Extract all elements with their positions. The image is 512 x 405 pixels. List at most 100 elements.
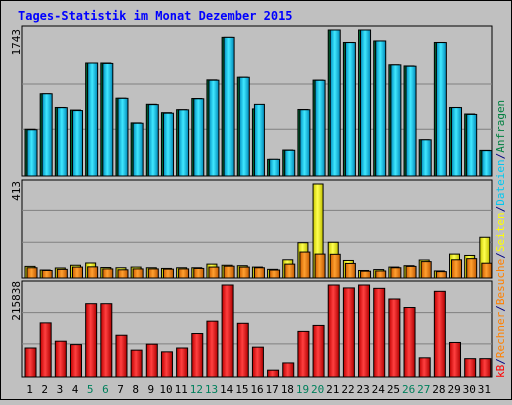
bar-kb-day-15	[236, 322, 249, 378]
bar-besuche-day-9	[147, 268, 159, 279]
x-tick-label-25: 25	[387, 383, 400, 396]
bar-dateien-day-28	[435, 42, 447, 177]
x-tick-label-1: 1	[26, 383, 33, 396]
bar-besuche-day-18	[284, 263, 296, 279]
bar-dateien-day-21	[329, 29, 341, 177]
top-panel-max-label: 1743	[10, 29, 23, 56]
x-tick-label-16: 16	[250, 383, 263, 396]
bar-kb-day-7	[115, 334, 128, 378]
x-tick-label-24: 24	[372, 383, 386, 396]
bar-dateien-day-9	[147, 104, 159, 177]
bar-dateien-day-17	[269, 158, 281, 177]
bar-besuche-day-23	[360, 270, 372, 279]
bar-besuche-day-13	[208, 266, 220, 279]
bar-besuche-day-4	[71, 266, 83, 279]
legend-item: /	[494, 206, 507, 213]
bar-kb-day-12	[191, 333, 204, 378]
bar-kb-day-30	[464, 358, 477, 378]
x-tick-label-15: 15	[235, 383, 248, 396]
bar-besuche-day-31	[481, 262, 493, 279]
bar-kb-day-19	[297, 330, 310, 378]
right-legend: kB/Rechner/Besuche/Seiten/Dateien/Anfrag…	[494, 100, 507, 378]
middle-panel-max-label: 413	[10, 181, 23, 201]
bar-besuche-day-20	[314, 253, 326, 279]
bar-kb-day-21	[327, 284, 340, 378]
bar-dateien-day-10	[162, 112, 174, 177]
bar-besuche-day-29	[451, 259, 463, 279]
bar-besuche-day-3	[56, 268, 68, 279]
x-tick-label-22: 22	[341, 383, 354, 396]
x-tick-label-18: 18	[281, 383, 294, 396]
legend-item: Rechner	[494, 311, 507, 358]
bar-dateien-day-2	[41, 93, 53, 177]
panel-middle	[21, 179, 493, 279]
x-tick-label-9: 9	[148, 383, 155, 396]
bar-kb-day-27	[418, 357, 431, 378]
x-tick-label-3: 3	[57, 383, 64, 396]
legend-item: Seiten	[494, 212, 507, 252]
bar-besuche-day-26	[405, 265, 417, 279]
bar-kb-day-23	[358, 284, 371, 378]
bar-dateien-day-22	[344, 42, 356, 177]
bar-kb-day-24	[373, 287, 386, 378]
bar-dateien-day-12	[193, 98, 205, 177]
chart-title: Tages-Statistik im Monat Dezember 2015	[18, 9, 293, 23]
x-tick-label-29: 29	[447, 383, 460, 396]
bar-dateien-day-30	[466, 113, 478, 177]
legend-item: Dateien	[494, 159, 507, 205]
bar-kb-day-17	[267, 369, 280, 378]
bar-dateien-day-8	[132, 122, 144, 177]
x-axis-labels: 1 2 3 4 5 6 7 8 9 10 11 12 13 14 15 16 17 18 19 20 21 22 23 24 2…	[26, 383, 491, 396]
bar-kb-day-8	[130, 349, 143, 378]
bar-besuche-day-10	[162, 268, 174, 279]
bar-besuche-day-21	[329, 253, 341, 279]
bar-kb-day-4	[69, 344, 82, 378]
bar-kb-day-25	[388, 298, 401, 378]
bar-besuche-day-15	[238, 266, 250, 279]
x-tick-label-12: 12	[190, 383, 203, 396]
bar-besuche-day-19	[299, 251, 311, 279]
bar-besuche-day-28	[435, 271, 447, 279]
x-tick-label-31: 31	[478, 383, 491, 396]
bar-dateien-day-25	[390, 64, 402, 177]
legend-item: Besuche	[494, 259, 507, 305]
legend-item: /	[494, 305, 507, 312]
bar-besuche-day-12	[193, 267, 205, 279]
bar-kb-day-9	[145, 343, 158, 378]
bar-kb-day-13	[206, 320, 219, 378]
bar-kb-day-29	[449, 341, 462, 378]
x-tick-label-20: 20	[311, 383, 324, 396]
bar-kb-day-2	[39, 322, 52, 378]
bar-dateien-day-23	[360, 29, 372, 177]
bar-kb-day-26	[403, 307, 416, 378]
bar-dateien-day-1	[26, 129, 38, 177]
bar-kb-day-31	[479, 358, 492, 378]
legend-item: Anfragen	[494, 100, 507, 153]
bar-kb-day-10	[160, 351, 173, 378]
bar-kb-day-6	[100, 303, 113, 378]
bar-dateien-day-5	[87, 62, 99, 177]
bar-besuche-day-7	[117, 269, 129, 279]
x-tick-label-6: 6	[102, 383, 109, 396]
bar-dateien-day-27	[420, 139, 432, 177]
bar-dateien-day-16	[253, 103, 265, 177]
bar-besuche-day-30	[466, 258, 478, 279]
x-tick-label-7: 7	[117, 383, 124, 396]
bar-besuche-day-11	[178, 268, 190, 279]
x-tick-label-10: 10	[159, 383, 172, 396]
x-tick-label-21: 21	[326, 383, 339, 396]
bar-kb-day-18	[282, 362, 295, 378]
bar-besuche-day-14	[223, 265, 235, 279]
legend-item: kB	[494, 364, 507, 378]
bar-kb-day-5	[85, 303, 98, 378]
bar-besuche-day-24	[375, 270, 387, 279]
bar-besuche-day-17	[269, 269, 281, 279]
bar-besuche-day-27	[420, 261, 432, 279]
x-tick-label-5: 5	[87, 383, 94, 396]
legend: kB/Rechner/Besuche/Seiten/Dateien/Anfrag…	[494, 100, 507, 378]
bar-besuche-day-1	[26, 267, 38, 279]
x-tick-label-23: 23	[357, 383, 370, 396]
bar-besuche-day-5	[87, 266, 99, 279]
